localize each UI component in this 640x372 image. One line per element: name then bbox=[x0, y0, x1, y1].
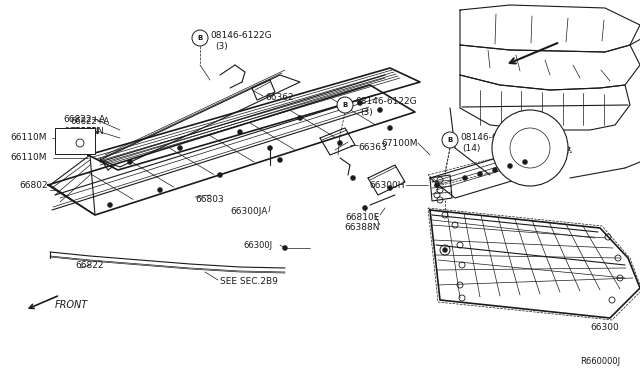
Text: 08146-6122G: 08146-6122G bbox=[210, 31, 271, 39]
Text: 66300JA: 66300JA bbox=[230, 208, 268, 217]
Text: 67100M: 67100M bbox=[381, 138, 418, 148]
Circle shape bbox=[435, 183, 440, 187]
Text: 66363: 66363 bbox=[358, 144, 387, 153]
Circle shape bbox=[387, 186, 392, 190]
Circle shape bbox=[387, 125, 392, 131]
Text: 66300: 66300 bbox=[590, 324, 619, 333]
Text: 66300H: 66300H bbox=[369, 180, 405, 189]
Circle shape bbox=[157, 187, 163, 192]
Circle shape bbox=[268, 145, 273, 151]
Circle shape bbox=[278, 157, 282, 163]
Text: 66110M: 66110M bbox=[10, 154, 47, 163]
Circle shape bbox=[477, 171, 483, 176]
Text: 66803: 66803 bbox=[195, 196, 224, 205]
Text: 66110M: 66110M bbox=[10, 134, 47, 142]
Text: (3): (3) bbox=[360, 109, 372, 118]
Text: 66822: 66822 bbox=[75, 260, 104, 269]
Circle shape bbox=[237, 129, 243, 135]
Circle shape bbox=[463, 176, 467, 180]
Circle shape bbox=[282, 246, 287, 250]
Text: 6638BN: 6638BN bbox=[70, 128, 104, 137]
Circle shape bbox=[362, 205, 367, 211]
Text: B: B bbox=[342, 102, 348, 108]
Text: (3): (3) bbox=[215, 42, 228, 51]
Text: SEE SEC.2B9: SEE SEC.2B9 bbox=[220, 278, 278, 286]
Text: 66388N: 66388N bbox=[344, 224, 380, 232]
Circle shape bbox=[378, 108, 383, 112]
Circle shape bbox=[218, 173, 223, 177]
Circle shape bbox=[442, 132, 458, 148]
Circle shape bbox=[522, 160, 527, 164]
Text: 66300J: 66300J bbox=[243, 241, 272, 250]
Text: B: B bbox=[447, 137, 452, 143]
Circle shape bbox=[358, 100, 362, 106]
Circle shape bbox=[298, 115, 303, 121]
Circle shape bbox=[351, 176, 355, 180]
Text: 66362: 66362 bbox=[265, 93, 294, 103]
Circle shape bbox=[492, 110, 568, 186]
Circle shape bbox=[177, 145, 182, 151]
Circle shape bbox=[442, 247, 447, 253]
Text: 08146-6122G: 08146-6122G bbox=[355, 97, 417, 106]
Text: B: B bbox=[197, 35, 203, 41]
Circle shape bbox=[337, 97, 353, 113]
Text: R660000J: R660000J bbox=[580, 357, 620, 366]
Text: 66822+A: 66822+A bbox=[70, 118, 109, 126]
Circle shape bbox=[493, 167, 497, 173]
Text: (14): (14) bbox=[462, 144, 481, 153]
Circle shape bbox=[337, 141, 342, 145]
Text: 6638BN: 6638BN bbox=[63, 126, 99, 135]
Text: 66822+A: 66822+A bbox=[63, 115, 105, 125]
Text: 66802: 66802 bbox=[19, 180, 48, 189]
Text: 66810E: 66810E bbox=[346, 214, 380, 222]
Circle shape bbox=[108, 202, 113, 208]
FancyBboxPatch shape bbox=[55, 128, 95, 154]
Circle shape bbox=[192, 30, 208, 46]
Circle shape bbox=[127, 160, 132, 164]
Text: 08146-6122G: 08146-6122G bbox=[460, 132, 522, 141]
Circle shape bbox=[508, 164, 513, 169]
Text: FRONT: FRONT bbox=[55, 300, 88, 310]
